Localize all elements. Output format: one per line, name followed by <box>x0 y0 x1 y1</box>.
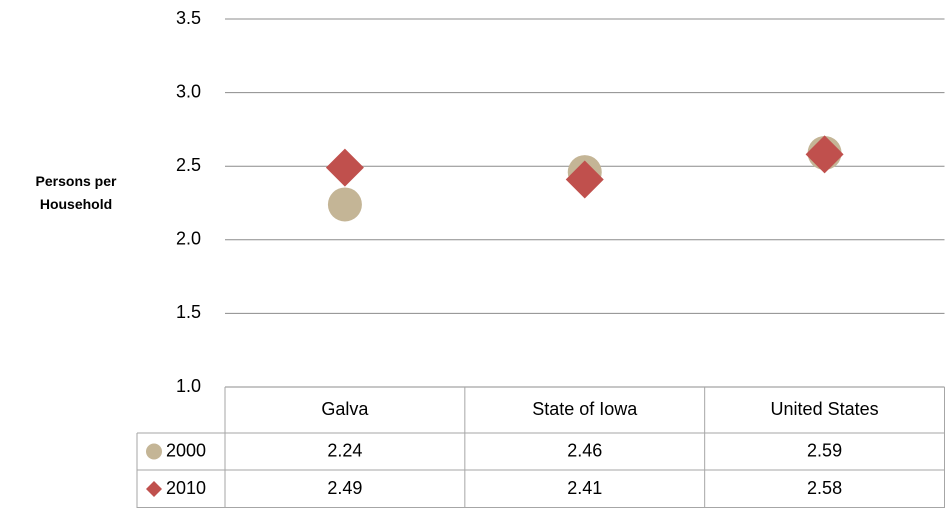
data-point <box>327 187 362 222</box>
table-value: 2.41 <box>567 478 602 498</box>
table-value: 2.59 <box>807 440 842 460</box>
y-tick-label: 2.0 <box>176 229 201 249</box>
y-tick-label: 3.0 <box>176 81 201 101</box>
category-label: Galva <box>321 399 369 419</box>
y-tick-label: 2.5 <box>176 155 201 175</box>
table-value: 2.58 <box>807 478 842 498</box>
table-value: 2.49 <box>327 478 362 498</box>
legend-label: 2000 <box>166 440 206 460</box>
y-tick-label: 3.5 <box>176 8 201 28</box>
data-point <box>325 148 364 187</box>
category-label: State of Iowa <box>532 399 638 419</box>
y-tick-label: 1.5 <box>176 302 201 322</box>
y-axis-label: Persons per Household <box>35 173 117 212</box>
y-tick-label: 1.0 <box>176 376 201 396</box>
table-value: 2.46 <box>567 440 602 460</box>
legend-label: 2010 <box>166 478 206 498</box>
legend-marker <box>146 481 162 497</box>
table-value: 2.24 <box>327 440 362 460</box>
category-label: United States <box>771 399 879 419</box>
data-point <box>565 160 604 199</box>
legend-marker <box>146 443 162 460</box>
data-point <box>805 135 844 174</box>
